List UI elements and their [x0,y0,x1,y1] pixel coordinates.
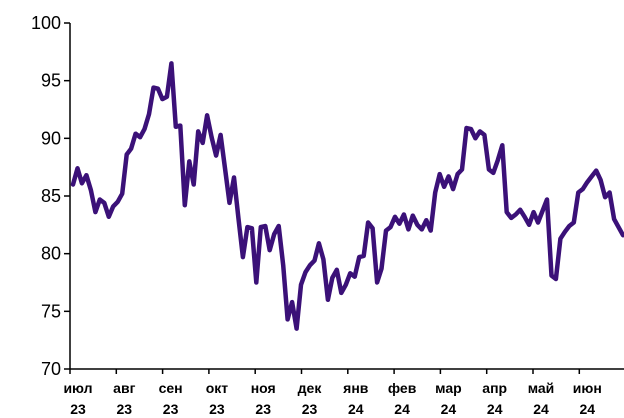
x-tick-label-month: июл [63,380,92,396]
x-tick-label-year: 23 [255,401,271,417]
x-tick-label-year: 23 [302,401,318,417]
x-axis-ticks: июл 23 авг 23 сен 23 окт 23 ноя 23 дек 23 янв 24 фев 24… [63,369,602,417]
x-tick-label-month: дек [298,380,323,396]
x-tick-label-year: 23 [163,401,179,417]
x-tick-label-month: окт [206,380,229,396]
x-tick-label-year: 24 [348,401,364,417]
x-tick-label-month: мар [435,380,462,396]
x-tick-label-month: фев [388,380,417,396]
x-tick-label-year: 24 [533,401,549,417]
x-tick-label-year: 24 [580,401,596,417]
x-tick-label-year: 24 [441,401,457,417]
x-tick-label-year: 23 [70,401,86,417]
x-tick-label-month: июн [573,380,602,396]
x-tick-label-year: 24 [394,401,410,417]
chart-axes [69,23,624,370]
x-tick-label-month: май [528,380,555,396]
x-tick-label-month: янв [343,380,369,396]
series-line [70,61,624,331]
x-tick-label-year: 24 [487,401,503,417]
y-axis-ticks: 70 75 80 85 90 95 100 [31,13,70,379]
x-tick-label-year: 23 [209,401,225,417]
y-tick-label: 75 [41,301,61,321]
x-tick-label-year: 23 [117,401,133,417]
x-tick-label-month: апр [482,380,507,396]
y-tick-label: 85 [41,186,61,206]
y-tick-label: 90 [41,128,61,148]
y-tick-label: 80 [41,244,61,264]
plot-area [70,61,624,331]
x-tick-label-month: сен [159,380,183,396]
y-tick-label: 100 [31,13,61,33]
y-tick-label: 70 [41,359,61,379]
x-tick-label-month: ноя [251,380,276,396]
x-tick-label-month: авг [113,380,135,396]
y-tick-label: 95 [41,71,61,91]
